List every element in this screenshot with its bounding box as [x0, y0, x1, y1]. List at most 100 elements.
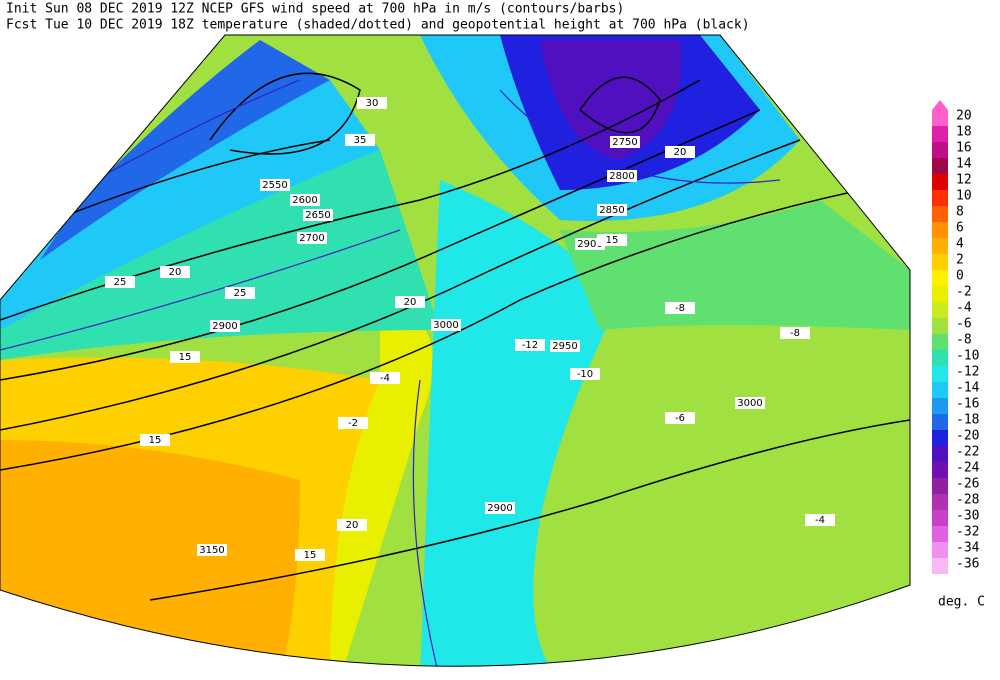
colorbar-label: -6 [956, 317, 972, 332]
colorbar-box [932, 462, 948, 478]
colorbar-box [932, 350, 948, 366]
wind-label: 25 [234, 288, 247, 299]
height-label: 3000 [737, 398, 762, 409]
colorbar-label: -36 [956, 557, 979, 572]
label-box [805, 514, 835, 526]
temperature-label: -4 [815, 515, 825, 526]
wind-label: 15 [179, 352, 192, 363]
label-box [337, 519, 367, 531]
colorbar-box [932, 158, 948, 174]
colorbar-box [932, 270, 948, 286]
label-box [140, 434, 170, 446]
colorbar-unit: deg. C [938, 595, 985, 610]
height-label: 2800 [609, 171, 634, 182]
wind-label: 15 [304, 550, 317, 561]
colorbar-box [932, 302, 948, 318]
colorbar-box [932, 126, 948, 142]
colorbar-label: -22 [956, 445, 979, 460]
colorbar-box [932, 238, 948, 254]
colorbar-box [932, 558, 948, 574]
colorbar-label: -24 [956, 461, 980, 476]
colorbar-label: 14 [956, 157, 972, 172]
wind-label: 20 [404, 297, 417, 308]
wind-label: 20 [346, 520, 359, 531]
label-box [160, 266, 190, 278]
colorbar-box [932, 430, 948, 446]
colorbar-label: -12 [956, 365, 979, 380]
colorbar-label: 6 [956, 221, 964, 236]
height-label: 2900 [577, 239, 602, 250]
colorbar-label: -18 [956, 413, 979, 428]
colorbar-label: -32 [956, 525, 979, 540]
temperature-label: -2 [348, 418, 358, 429]
colorbar-box [932, 542, 948, 558]
temperature-label: -12 [522, 340, 538, 351]
colorbar-label: -8 [956, 333, 972, 348]
colorbar-box [932, 110, 948, 126]
label-box [370, 372, 400, 384]
label-box [515, 339, 545, 351]
temperature-label: -6 [675, 413, 685, 424]
colorbar-label: 8 [956, 205, 964, 220]
label-box [665, 302, 695, 314]
colorbar-label: -26 [956, 477, 979, 492]
label-box [295, 549, 325, 561]
colorbar-label: -16 [956, 397, 979, 412]
label-box [780, 327, 810, 339]
label-box [170, 351, 200, 363]
colorbar-box [932, 478, 948, 494]
colorbar-label: -10 [956, 349, 979, 364]
colorbar-box [932, 254, 948, 270]
colorbar-label: 2 [956, 253, 964, 268]
colorbar-box [932, 446, 948, 462]
label-box [665, 146, 695, 158]
height-label: 2900 [212, 321, 237, 332]
label-box [607, 170, 637, 182]
wind-label: 30 [366, 98, 379, 109]
colorbar-label: -2 [956, 285, 972, 300]
label-box [610, 136, 640, 148]
height-label: 2650 [305, 210, 330, 221]
colorbar-label: -14 [956, 381, 980, 396]
label-box [570, 368, 600, 380]
colorbar-box [932, 174, 948, 190]
colorbar-label: -28 [956, 493, 979, 508]
label-box [338, 417, 368, 429]
wind-label: 20 [169, 267, 182, 278]
colorbar-label: 10 [956, 189, 972, 204]
colorbar-label: -20 [956, 429, 979, 444]
wind-label: 35 [354, 135, 367, 146]
temperature-label: -8 [675, 303, 685, 314]
colorbar-label: 4 [956, 237, 964, 252]
label-box [485, 502, 515, 514]
colorbar-label: 0 [956, 269, 964, 284]
label-box [431, 319, 461, 331]
label-box [197, 544, 227, 556]
wind-label: 20 [674, 147, 687, 158]
colorbar-box [932, 318, 948, 334]
temperature-label: -4 [380, 373, 390, 384]
label-box [665, 412, 695, 424]
height-label: 2600 [292, 195, 317, 206]
height-label: 2850 [599, 205, 624, 216]
label-box [297, 232, 327, 244]
label-box [550, 340, 580, 352]
header-line: Fcst Tue 10 DEC 2019 18Z temperature (sh… [6, 18, 750, 33]
colorbar-label: -30 [956, 509, 979, 524]
label-box [303, 209, 333, 221]
wind-label: 15 [606, 235, 619, 246]
colorbar-box [932, 366, 948, 382]
label-box [210, 320, 240, 332]
colorbar-label: 16 [956, 141, 972, 156]
colorbar-arrow [932, 100, 948, 110]
colorbar-box [932, 142, 948, 158]
colorbar-box [932, 206, 948, 222]
label-box [105, 276, 135, 288]
colorbar-label: 18 [956, 125, 972, 140]
colorbar-box [932, 286, 948, 302]
label-box [345, 134, 375, 146]
map-labels: 2550 2600 2650 2700 2750 2800 2850 2900 2950 3000… [105, 97, 835, 561]
map-frame [0, 34, 911, 667]
height-label: 2550 [262, 180, 287, 191]
